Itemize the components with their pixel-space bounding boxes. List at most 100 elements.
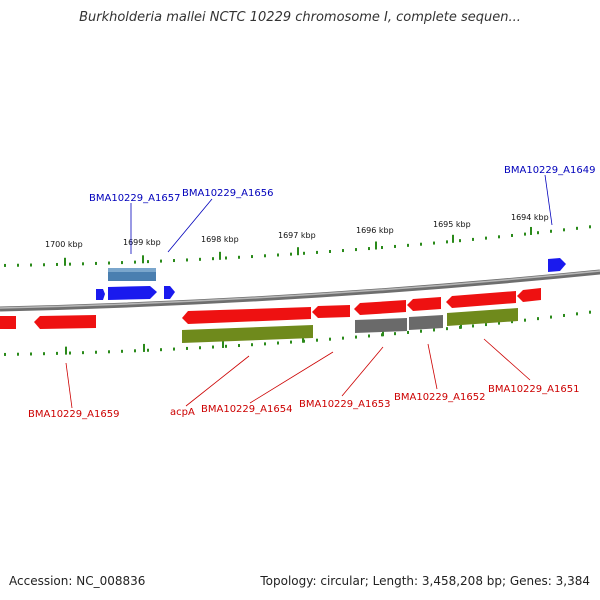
gene-arrow-a1659[interactable] bbox=[34, 315, 96, 329]
label-bma10229-a1657[interactable]: BMA10229_A1657 bbox=[89, 193, 180, 204]
gene-arrow-acpa[interactable] bbox=[182, 307, 311, 324]
accession-text: Accession: NC_008836 bbox=[9, 574, 146, 588]
minor-tick bbox=[186, 258, 188, 262]
gene-arrow-a1653[interactable] bbox=[354, 300, 406, 315]
minor-tick bbox=[173, 259, 175, 263]
minor-tick bbox=[95, 261, 97, 265]
minor-tick bbox=[537, 317, 539, 321]
minor-tick bbox=[212, 257, 214, 261]
major-tick bbox=[65, 346, 67, 355]
minor-tick bbox=[342, 249, 344, 253]
minor-tick bbox=[147, 348, 149, 352]
minor-tick bbox=[173, 347, 175, 351]
reverse-features bbox=[0, 288, 541, 329]
gene-arrow-small[interactable] bbox=[164, 286, 175, 299]
label-bma10229-a1656[interactable]: BMA10229_A1656 bbox=[182, 188, 273, 199]
label-bma10229-a1653[interactable]: BMA10229_A1653 bbox=[299, 399, 390, 410]
gene-arrow-a1657[interactable] bbox=[96, 289, 105, 300]
label-bma10229-a1654[interactable]: BMA10229_A1654 bbox=[201, 404, 292, 415]
label-bma10229-a1659[interactable]: BMA10229_A1659 bbox=[28, 409, 119, 420]
scale-label-1696: 1696 kbp bbox=[356, 226, 394, 235]
cds-features bbox=[182, 308, 518, 343]
minor-tick bbox=[4, 352, 6, 356]
gene-arrow-a1651[interactable] bbox=[446, 291, 516, 308]
scale-label-1694: 1694 kbp bbox=[511, 213, 549, 222]
minor-tick bbox=[433, 328, 435, 332]
minor-tick bbox=[303, 251, 305, 255]
gray-feature-a1652[interactable] bbox=[409, 315, 443, 330]
label-bma10229-a1652[interactable]: BMA10229_A1652 bbox=[394, 392, 485, 403]
minor-tick bbox=[589, 310, 591, 314]
minor-tick bbox=[277, 253, 279, 257]
outer-tick-track bbox=[4, 225, 591, 267]
gene-arrow-a1659-left[interactable] bbox=[0, 316, 16, 329]
minor-tick bbox=[459, 239, 461, 243]
minor-tick bbox=[472, 324, 474, 328]
minor-tick bbox=[121, 261, 123, 265]
minor-tick bbox=[498, 235, 500, 239]
gene-arrow-a1656[interactable] bbox=[108, 286, 157, 300]
major-tick bbox=[302, 334, 304, 343]
minor-tick bbox=[17, 352, 19, 356]
minor-tick bbox=[43, 352, 45, 356]
minor-tick bbox=[238, 255, 240, 259]
minor-tick bbox=[550, 229, 552, 233]
label-bma10229-a1649[interactable]: BMA10229_A1649 bbox=[504, 165, 595, 176]
gene-arrow-a1654[interactable] bbox=[312, 305, 350, 318]
map-title: Burkholderia mallei NCTC 10229 chromosom… bbox=[79, 10, 521, 25]
minor-tick bbox=[238, 344, 240, 348]
minor-tick bbox=[134, 349, 136, 353]
minor-tick bbox=[368, 247, 370, 251]
minor-tick bbox=[316, 250, 318, 254]
minor-tick bbox=[589, 225, 591, 229]
minor-tick bbox=[147, 260, 149, 264]
minor-tick bbox=[576, 226, 578, 230]
major-tick bbox=[64, 257, 66, 266]
minor-tick bbox=[433, 241, 435, 245]
minor-tick bbox=[225, 344, 227, 348]
minor-tick bbox=[563, 228, 565, 232]
minor-tick bbox=[355, 248, 357, 252]
minor-tick bbox=[407, 330, 409, 334]
gray-feature-a1653[interactable] bbox=[355, 318, 407, 333]
minor-tick bbox=[524, 232, 526, 236]
scale-label-1695: 1695 kbp bbox=[433, 220, 471, 229]
minor-tick bbox=[576, 312, 578, 316]
gene-arrow-a1650[interactable] bbox=[517, 288, 541, 302]
minor-tick bbox=[199, 257, 201, 261]
minor-tick bbox=[108, 261, 110, 265]
minor-tick bbox=[95, 350, 97, 354]
cds-a1651[interactable] bbox=[447, 308, 518, 326]
minor-tick bbox=[446, 327, 448, 331]
minor-tick bbox=[134, 260, 136, 264]
minor-tick bbox=[212, 345, 214, 349]
major-tick bbox=[530, 226, 532, 235]
major-tick bbox=[375, 241, 377, 250]
minor-tick bbox=[69, 351, 71, 355]
minor-tick bbox=[524, 318, 526, 322]
label-bma10229-a1651[interactable]: BMA10229_A1651 bbox=[488, 384, 579, 395]
minor-tick bbox=[498, 321, 500, 325]
minor-tick bbox=[342, 336, 344, 340]
label-acpa[interactable]: acpA bbox=[170, 407, 195, 418]
minor-tick bbox=[355, 335, 357, 339]
major-tick bbox=[219, 251, 221, 260]
minor-tick bbox=[485, 323, 487, 327]
minor-tick bbox=[316, 338, 318, 342]
gene-arrow-a1649[interactable] bbox=[548, 258, 566, 272]
major-tick bbox=[297, 247, 299, 256]
minor-tick bbox=[4, 263, 6, 267]
minor-tick bbox=[56, 351, 58, 355]
cds-acpa[interactable] bbox=[182, 325, 313, 343]
gene-arrow-a1652[interactable] bbox=[407, 297, 441, 311]
minor-tick bbox=[290, 252, 292, 256]
minor-tick bbox=[511, 320, 513, 324]
minor-tick bbox=[407, 243, 409, 247]
chromosome-backbone bbox=[0, 269, 600, 312]
minor-tick bbox=[56, 262, 58, 266]
minor-tick bbox=[264, 254, 266, 258]
minor-tick bbox=[30, 263, 32, 267]
minor-tick bbox=[108, 350, 110, 354]
minor-tick bbox=[251, 255, 253, 259]
